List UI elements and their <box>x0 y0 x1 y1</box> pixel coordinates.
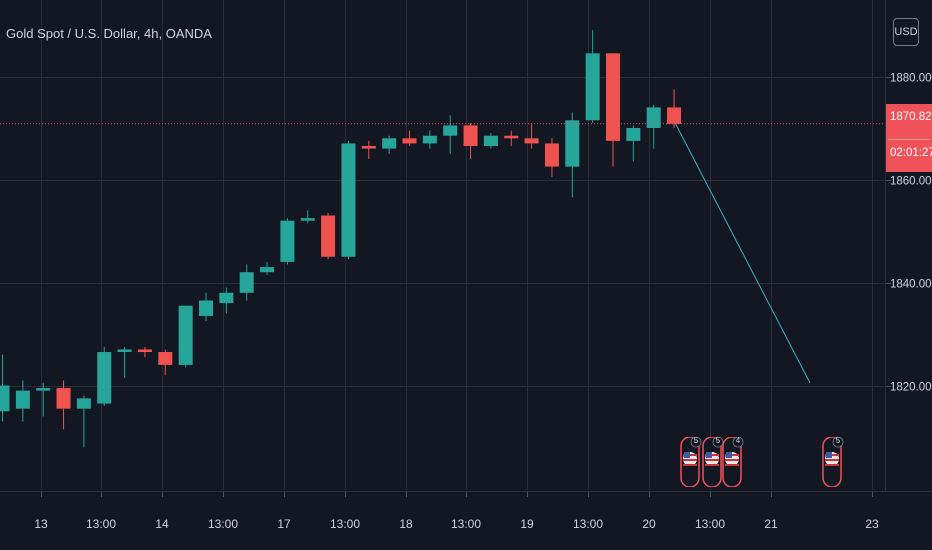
candle-body <box>158 352 173 365</box>
us-event-flag-icon[interactable]: 5 <box>680 436 702 488</box>
candle-body <box>646 107 661 128</box>
event-count: 5 <box>693 436 699 445</box>
candle-body <box>56 388 71 409</box>
us-event-flag-icon[interactable]: 4 <box>722 436 744 488</box>
last-price-value: 1870.820 <box>890 111 932 123</box>
bar-countdown: 02:01:27 <box>890 147 932 159</box>
candle-body <box>0 385 10 412</box>
projection-line[interactable] <box>675 123 811 384</box>
candle-body <box>361 146 376 149</box>
candle-body <box>565 120 580 167</box>
candle-body <box>483 135 498 147</box>
candle-body <box>524 138 539 144</box>
candle-body <box>15 390 30 409</box>
x-tick-label: 13:00 <box>330 517 360 531</box>
x-tick-label: 13:00 <box>208 517 238 531</box>
x-tick-label: 23 <box>865 517 879 531</box>
candle-body <box>504 135 519 139</box>
candle-body <box>199 300 213 316</box>
price-label-divider <box>888 139 930 140</box>
candle-body <box>260 267 275 273</box>
x-tick-label: 18 <box>399 517 413 531</box>
candle-body <box>321 215 336 257</box>
event-count: 4 <box>735 436 741 445</box>
candle-body <box>585 53 600 121</box>
candle-body <box>300 218 315 221</box>
currency-button[interactable]: USD <box>893 18 919 46</box>
candle-body <box>606 53 620 141</box>
event-count: 5 <box>715 436 721 445</box>
candle-body <box>402 138 417 144</box>
time-axis: 13 13:00 14 13:00 17 13:00 18 13:00 19 13:00 20 13:… <box>34 492 879 531</box>
candle-body <box>137 349 152 353</box>
x-tick-label: 19 <box>520 517 534 531</box>
last-price-label: 1870.820 02:01:27 <box>886 104 932 172</box>
x-tick-label: 21 <box>764 517 778 531</box>
symbol-title[interactable]: Gold Spot / U.S. Dollar, 4h, OANDA <box>6 26 212 41</box>
candle-body <box>239 272 254 293</box>
candle-body <box>178 305 193 365</box>
y-tick-label: 1880.000 <box>890 73 932 85</box>
x-tick-label: 17 <box>277 517 291 531</box>
candle-body <box>280 220 295 262</box>
x-tick-label: 14 <box>155 517 169 531</box>
candle-body <box>76 398 91 409</box>
candle-body <box>544 143 559 167</box>
candle-body <box>219 292 234 304</box>
candle-body <box>463 125 478 147</box>
candle-body <box>97 352 112 404</box>
x-tick-label: 13:00 <box>86 517 116 531</box>
x-tick-label: 13 <box>34 517 48 531</box>
us-event-flag-icon[interactable]: 5 <box>822 436 844 488</box>
candle-body <box>117 349 132 353</box>
price-axis: 1820.000 1840.000 1860.000 1880.000 <box>886 73 932 394</box>
candle-body <box>341 143 356 257</box>
x-tick-label: 20 <box>642 517 656 531</box>
chart-grid <box>0 0 886 491</box>
y-tick-label: 1820.000 <box>890 382 932 394</box>
x-tick-label: 13:00 <box>695 517 725 531</box>
candle-body <box>382 138 397 149</box>
candle-body <box>36 388 51 391</box>
candles-layer <box>0 30 682 448</box>
y-tick-label: 1840.000 <box>890 279 932 291</box>
candle-body <box>667 107 682 124</box>
us-event-flag-icon[interactable]: 5 <box>702 436 724 488</box>
candle-body <box>626 128 641 141</box>
y-tick-label: 1860.000 <box>890 176 932 188</box>
x-tick-label: 13:00 <box>573 517 603 531</box>
x-tick-label: 13:00 <box>451 517 481 531</box>
candle-body <box>422 135 437 144</box>
candle-body <box>443 125 458 136</box>
event-count: 5 <box>835 436 841 445</box>
